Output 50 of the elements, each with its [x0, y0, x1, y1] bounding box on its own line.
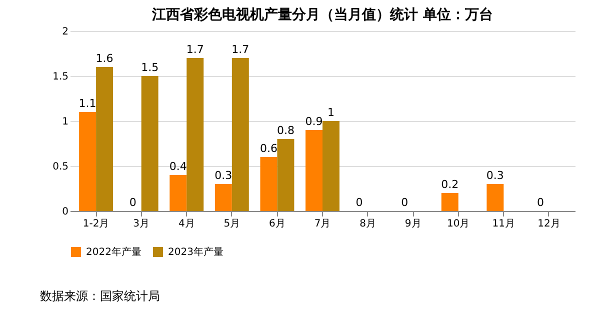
- bar: [486, 184, 504, 211]
- data-label: 0.2: [441, 178, 459, 191]
- data-label: 0: [129, 196, 136, 209]
- legend-label: 2023年产量: [168, 246, 224, 258]
- data-label: 0.3: [214, 169, 232, 182]
- bar: [170, 175, 187, 211]
- bar: [96, 67, 114, 211]
- y-tick-label: 0: [62, 206, 68, 218]
- data-label: 0: [536, 196, 544, 209]
- x-tick-label: 5月: [224, 218, 240, 230]
- y-tick-label: 1.5: [52, 72, 68, 82]
- data-label: 1.1: [78, 97, 96, 110]
- legend-label: 2022年产量: [86, 246, 142, 258]
- x-tick-label: 8月: [360, 218, 376, 230]
- data-label: 1.7: [232, 43, 250, 56]
- bar: [141, 76, 158, 211]
- data-label: 0.4: [169, 160, 187, 173]
- x-tick-label: 11月: [492, 218, 516, 230]
- source-note: 数据来源：国家统计局: [40, 289, 160, 303]
- x-tick-label: 1-2月: [82, 218, 110, 230]
- y-tick-label: 0.5: [52, 162, 68, 172]
- data-label: 0.6: [260, 142, 278, 155]
- data-label: 0: [356, 196, 363, 209]
- x-tick-label: 4月: [178, 218, 195, 230]
- x-tick-label: 10月: [447, 218, 470, 230]
- bar: [214, 184, 232, 211]
- data-label: 1: [327, 106, 334, 119]
- bar: [79, 112, 96, 211]
- data-label: 0.9: [305, 115, 323, 128]
- x-tick-label: 6月: [269, 218, 286, 230]
- data-label: 1.6: [96, 52, 114, 65]
- chart-title: 江西省彩色电视机产量分月（当月值）统计 单位：万台: [151, 6, 493, 23]
- bar: [260, 157, 278, 211]
- bar: [186, 58, 204, 211]
- data-label: 0.8: [276, 124, 294, 137]
- bar: [232, 58, 249, 211]
- x-tick-label: 9月: [404, 218, 422, 230]
- y-tick-label: 2: [62, 26, 68, 38]
- x-tick-label: 7月: [314, 218, 331, 230]
- bar: [306, 130, 322, 211]
- bar: [277, 139, 294, 211]
- data-label: 1.7: [186, 43, 204, 56]
- bar: [322, 121, 340, 211]
- data-label: 1.5: [141, 61, 159, 74]
- y-tick-label: 1: [62, 116, 68, 128]
- x-tick-label: 12月: [538, 218, 560, 230]
- bar: [441, 193, 458, 211]
- x-tick-label: 3月: [133, 218, 150, 230]
- data-label: 0.3: [486, 169, 504, 182]
- data-label: 0: [401, 196, 408, 209]
